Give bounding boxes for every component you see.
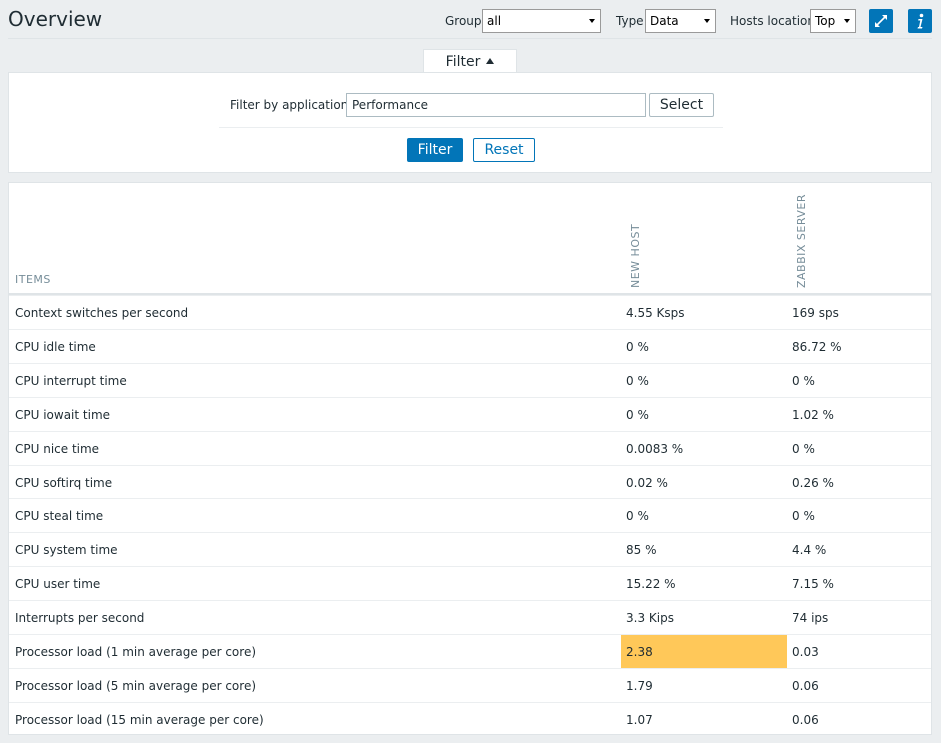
host-column-header[interactable]: ZABBIX SERVER <box>795 193 808 288</box>
info-button[interactable] <box>908 9 932 33</box>
group-label: Group <box>445 14 482 28</box>
table-row: Processor load (15 min average per core)… <box>9 701 931 736</box>
table-row: CPU steal time 0 % 0 % <box>9 498 931 532</box>
value-cell[interactable]: 0 % <box>626 373 649 388</box>
item-name-cell[interactable]: Context switches per second <box>15 306 189 320</box>
type-label: Type <box>616 14 644 28</box>
item-name-cell[interactable]: CPU iowait time <box>15 407 111 422</box>
filter-tab[interactable]: Filter <box>423 49 517 73</box>
value-cell[interactable]: 0.03 <box>792 645 819 659</box>
overview-table: ITEMS NEW HOST ZABBIX SERVER Context swi… <box>8 182 932 735</box>
item-name-cell[interactable]: CPU interrupt time <box>15 373 127 388</box>
value-cell[interactable]: 0 % <box>792 373 815 388</box>
item-name-cell[interactable]: CPU softirq time <box>15 475 113 490</box>
item-name-cell[interactable]: CPU nice time <box>15 441 100 456</box>
item-name-cell[interactable]: Processor load (5 min average per core) <box>15 678 257 693</box>
value-cell[interactable]: 0.0083 % <box>626 441 684 456</box>
value-cell[interactable]: 3.3 Kips <box>626 611 674 626</box>
item-name-cell[interactable]: CPU user time <box>15 577 101 592</box>
table-row: CPU user time 15.22 % 7.15 % <box>9 566 931 600</box>
table-row: CPU idle time 0 % 86.72 % <box>9 328 931 363</box>
chevron-down-icon <box>589 19 595 23</box>
type-select[interactable]: Data <box>645 9 716 33</box>
table-row: CPU system time 85 % 4.4 % <box>9 532 931 566</box>
value-cell[interactable]: 1.02 % <box>792 407 834 422</box>
table-row: Processor load (5 min average per core) 1… <box>9 667 931 702</box>
table-header-divider <box>9 293 931 295</box>
value-cell[interactable]: 169 sps <box>792 306 839 320</box>
table-row: CPU interrupt time 0 % 0 % <box>9 362 931 397</box>
value-cell[interactable]: 4.55 Ksps <box>626 306 685 320</box>
value-cell[interactable]: 1.79 <box>626 678 653 693</box>
application-input[interactable]: Performance <box>346 93 646 117</box>
filter-by-application-label: Filter by application <box>230 98 349 112</box>
filter-divider <box>219 127 723 128</box>
item-name-cell[interactable]: CPU idle time <box>15 339 96 354</box>
value-cell[interactable]: 0 % <box>626 407 649 422</box>
value-cell[interactable]: 0 % <box>792 441 815 456</box>
fullscreen-icon <box>875 15 887 27</box>
value-cell[interactable]: 2.38 <box>621 635 787 668</box>
items-column-header: ITEMS <box>15 273 51 286</box>
value-cell[interactable]: 4.4 % <box>792 543 827 558</box>
filter-button[interactable]: Filter <box>407 138 463 162</box>
value-cell[interactable]: 86.72 % <box>792 339 842 354</box>
info-icon <box>917 13 924 29</box>
value-cell[interactable]: 15.22 % <box>626 577 676 592</box>
table-row: Context switches per second 4.55 Ksps 169 … <box>9 295 931 329</box>
group-select-value: all <box>487 14 502 28</box>
item-name-cell[interactable]: CPU system time <box>15 543 118 558</box>
value-cell[interactable]: 74 ips <box>792 611 829 626</box>
hosts-location-label: Hosts location <box>730 14 816 28</box>
table-row: CPU softirq time 0.02 % 0.26 % <box>9 464 931 499</box>
filter-panel: Filter by application Performance Select… <box>8 72 932 173</box>
value-cell[interactable]: 0 % <box>626 339 649 354</box>
host-column-header[interactable]: NEW HOST <box>629 223 642 288</box>
item-name-cell[interactable]: Processor load (1 min average per core) <box>15 645 257 659</box>
caret-up-icon <box>486 58 495 64</box>
value-cell[interactable]: 0.26 % <box>792 475 834 490</box>
select-button[interactable]: Select <box>649 93 714 117</box>
table-row: CPU iowait time 0 % 1.02 % <box>9 396 931 431</box>
chevron-down-icon <box>844 19 850 23</box>
value-cell[interactable]: 7.15 % <box>792 577 834 592</box>
value-cell[interactable]: 85 % <box>626 543 657 558</box>
item-name-cell[interactable]: Interrupts per second <box>15 611 145 626</box>
value-cell[interactable]: 0.02 % <box>626 475 668 490</box>
chevron-down-icon <box>704 19 710 23</box>
item-name-cell[interactable]: CPU steal time <box>15 509 104 524</box>
value-cell[interactable]: 0 % <box>792 509 815 524</box>
table-row: CPU nice time 0.0083 % 0 % <box>9 430 931 465</box>
value-cell[interactable]: 0.06 <box>792 678 819 693</box>
header-divider <box>8 38 932 39</box>
type-select-value: Data <box>650 14 679 28</box>
item-name-cell[interactable]: Processor load (15 min average per core) <box>15 712 264 727</box>
value-cell[interactable]: 0.06 <box>792 712 819 727</box>
table-row: Processor load (1 min average per core) 2… <box>9 634 931 668</box>
filter-tab-label: Filter <box>445 54 481 70</box>
hosts-location-select[interactable]: Top <box>810 9 856 33</box>
value-cell[interactable]: 1.07 <box>626 712 653 727</box>
value-cell[interactable]: 0 % <box>626 509 649 524</box>
page-header: Overview Group all Type Data Hosts locat… <box>0 0 941 40</box>
group-select[interactable]: all <box>482 9 601 33</box>
table-row: Interrupts per second 3.3 Kips 74 ips <box>9 600 931 634</box>
page-title: Overview <box>8 7 103 31</box>
fullscreen-button[interactable] <box>869 9 893 33</box>
hosts-location-select-value: Top <box>815 14 836 28</box>
reset-button[interactable]: Reset <box>473 138 535 162</box>
